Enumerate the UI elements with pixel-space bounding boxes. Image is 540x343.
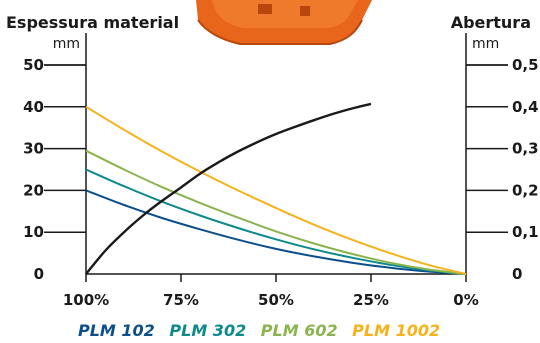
right-tick-label: 0,1 [512, 223, 539, 241]
left-tick-label: 40 [23, 98, 44, 116]
legend-item-plm-302: PLM 302 [169, 321, 246, 340]
right-axis-title: Abertura [451, 13, 531, 32]
series-line-plm-302 [85, 168, 467, 275]
right-tick-label: 0,4 [512, 98, 539, 116]
left-tick-label: 50 [23, 56, 44, 74]
x-tick-label: 100% [63, 291, 109, 309]
series-line-plm-602 [85, 149, 467, 275]
left-tick-label: 10 [23, 223, 44, 241]
legend-item-plm-602: PLM 602 [261, 321, 338, 340]
right-tick-label: 0,5 [512, 56, 539, 74]
device-image-icon [196, 0, 372, 45]
series-lines [85, 102, 467, 275]
legend-text: PLM 102 PLM 302 PLM 602 PLM 1002 [78, 321, 440, 340]
left-axis-ticks: 0 10 20 30 40 50 [23, 56, 86, 283]
left-tick-label: 30 [23, 140, 44, 158]
left-axis-title: Espessura material [6, 13, 179, 32]
left-axis-unit: mm [53, 36, 80, 52]
series-line-plm-1002 [85, 105, 467, 275]
x-tick-label: 0% [453, 291, 478, 309]
right-tick-label: 0,3 [512, 140, 539, 158]
left-tick-label: 20 [23, 181, 44, 199]
left-tick-label: 0 [34, 265, 44, 283]
x-tick-label: 25% [353, 291, 389, 309]
x-tick-label: 75% [163, 291, 199, 309]
right-tick-label: 0 [512, 265, 522, 283]
series-line-plm-102 [85, 189, 467, 275]
right-tick-label: 0,2 [512, 181, 539, 199]
legend: PLM 102 PLM 302 PLM 602 PLM 1002 [78, 321, 440, 340]
legend-item-plm-102: PLM 102 [78, 321, 155, 340]
right-axis-ticks: 0 0,1 0,2 0,3 0,4 0,5 [466, 56, 539, 283]
x-axis-ticks: 100% 75% 50% 25% 0% [63, 274, 479, 309]
right-axis-unit: mm [472, 36, 499, 52]
legend-item-plm-1002: PLM 1002 [352, 321, 440, 340]
series-line-aperture [85, 102, 372, 275]
x-tick-label: 50% [258, 291, 294, 309]
